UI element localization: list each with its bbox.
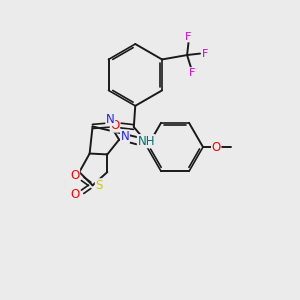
Text: O: O — [70, 188, 80, 201]
Text: O: O — [212, 141, 221, 154]
Text: F: F — [185, 32, 192, 42]
Text: S: S — [95, 179, 103, 192]
Text: O: O — [110, 119, 120, 132]
Text: NH: NH — [137, 135, 155, 148]
Text: F: F — [202, 49, 208, 58]
Text: N: N — [121, 130, 129, 143]
Text: F: F — [189, 68, 196, 78]
Text: O: O — [70, 169, 80, 182]
Text: N: N — [106, 112, 115, 126]
